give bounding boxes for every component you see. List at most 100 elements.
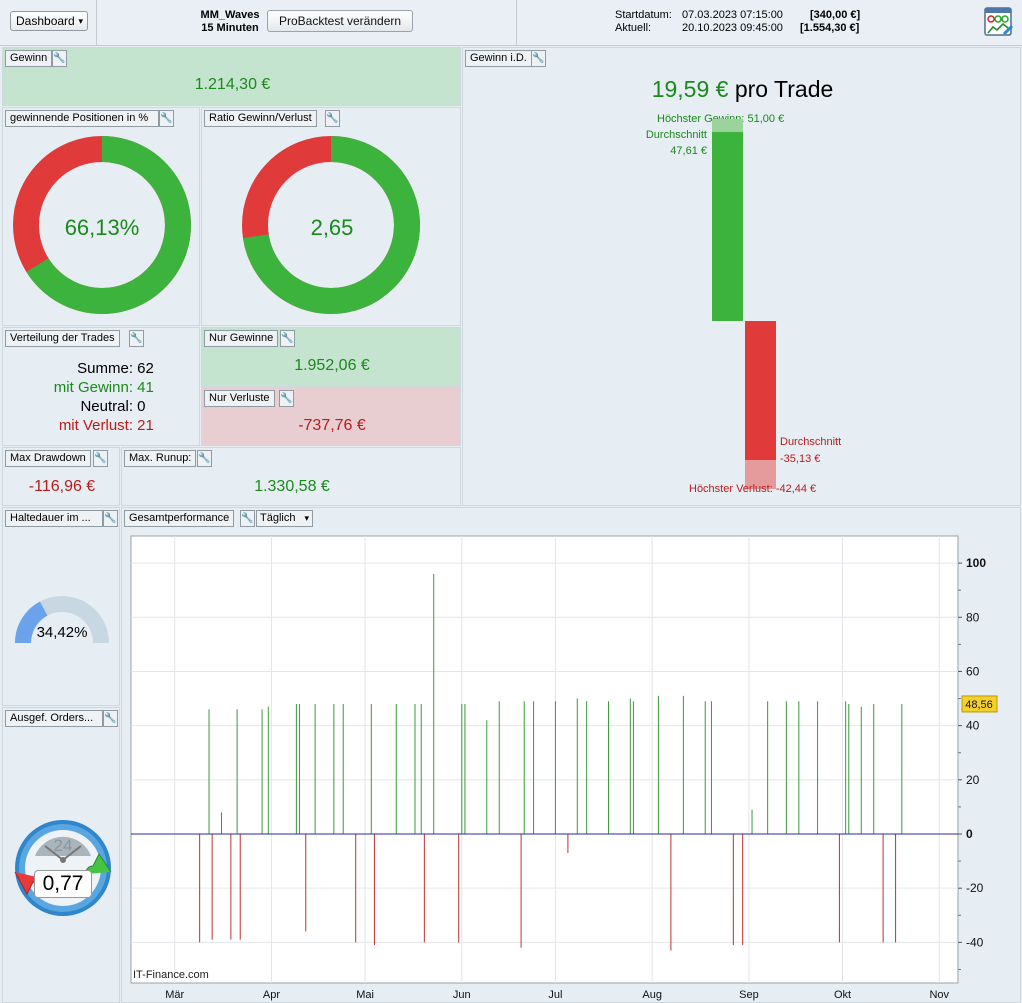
trade-win-label: mit Gewinn:: [53, 379, 133, 396]
wrench-icon[interactable]: 🔧: [93, 450, 108, 467]
x-tick-label: Sep: [739, 989, 759, 1001]
x-tick-label: Aug: [642, 989, 662, 1001]
trade-win-row: mit Gewinn: 41: [3, 379, 201, 396]
avg-trade-value: 19,59 €: [651, 76, 729, 102]
dashboard-dropdown[interactable]: Dashboard ▾: [10, 11, 88, 31]
distribution-panel: Verteilung der Trades 🔧 Summe: 62 mit Ge…: [2, 327, 200, 446]
last-value-badge: [961, 695, 998, 713]
win-percent-panel: gewinnende Positionen in % 🔧 66,13%: [2, 107, 200, 326]
win-percent-donut: [13, 136, 191, 314]
avg-gain-bar: [712, 132, 743, 321]
x-tick-label: Apr: [263, 989, 280, 1001]
only-gains-panel: Nur Gewinne 🔧 1.952,06 €: [201, 327, 461, 387]
y-tick-label: 20: [966, 773, 980, 787]
y-tick-label: 100: [966, 556, 986, 570]
trade-loss-value: 21: [137, 417, 154, 434]
trade-neutral-label: Neutral:: [80, 398, 133, 415]
current-label: Aktuell:: [615, 22, 652, 34]
period-value: Täglich: [260, 512, 296, 524]
trade-neutral-row: Neutral: 0: [3, 398, 201, 415]
avg-loss-value: -35,13 €: [780, 453, 821, 465]
report-icon[interactable]: [984, 7, 1014, 37]
wrench-icon[interactable]: 🔧: [103, 510, 118, 527]
max-gain-bar: [712, 118, 743, 132]
start-label: Startdatum:: [615, 9, 672, 21]
orders-value: 0,77: [34, 870, 92, 898]
x-tick-label: Mär: [165, 989, 184, 1001]
avg-trade-headline: 19,59 € pro Trade: [463, 76, 1022, 103]
distribution-label: Verteilung der Trades: [5, 330, 120, 347]
wrench-icon[interactable]: 🔧: [280, 330, 295, 347]
avg-gain-value: 47,61 €: [670, 145, 707, 157]
y-tick-label: 40: [966, 719, 980, 733]
start-capital: [340,00 €]: [810, 9, 861, 21]
avg-trade-panel: Gewinn i.D. 🔧 19,59 € pro Trade Höchster…: [462, 47, 1021, 506]
period-dropdown[interactable]: Täglich ▾: [256, 510, 313, 527]
holding-value: 34,42%: [36, 624, 88, 641]
x-tick-label: Jun: [453, 989, 471, 1001]
runup-panel: Max. Runup: 🔧 1.330,58 €: [121, 447, 461, 506]
win-percent-label: gewinnende Positionen in %: [5, 110, 159, 127]
holding-gauge: [15, 596, 109, 644]
wrench-icon[interactable]: 🔧: [103, 710, 118, 727]
last-value-label: 48,56: [965, 699, 993, 711]
gain-value: 1.214,30 €: [194, 76, 271, 93]
wrench-icon[interactable]: 🔧: [240, 510, 255, 527]
y-tick-label: 60: [966, 664, 980, 678]
wrench-icon[interactable]: 🔧: [279, 390, 294, 407]
x-tick-label: Nov: [929, 989, 949, 1001]
current-capital: [1.554,30 €]: [800, 22, 860, 34]
y-tick-label: -20: [966, 881, 984, 895]
performance-chart: 100 80 60 40 20 0 -20 -40 Mär Apr Mai Jun Jul Aug Sep…: [130, 535, 998, 1001]
avg-loss-title: Durchschnitt: [780, 436, 842, 448]
trade-neutral-value: 0: [137, 398, 146, 415]
drawdown-value: -116,96 €: [28, 478, 96, 495]
system-name: MM_Waves: [200, 9, 260, 21]
avg-trade-suffix: pro Trade: [734, 76, 834, 102]
gain-panel: Gewinn 🔧 1.214,30 €: [2, 47, 461, 106]
modify-backtest-button[interactable]: ProBacktest verändern: [267, 10, 413, 32]
toolbar: Dashboard ▾ MM_Waves 15 Minuten ProBackt…: [0, 0, 1022, 46]
timeframe: 15 Minuten: [201, 22, 259, 34]
dashboard-label: Dashboard: [16, 14, 75, 28]
trade-win-value: 41: [137, 379, 154, 396]
clock-icon: [14, 820, 112, 916]
chevron-down-icon: ▾: [78, 16, 83, 26]
wrench-icon[interactable]: 🔧: [531, 50, 546, 67]
holding-panel: Haltedauer im ... 🔧 34,42%: [2, 507, 120, 706]
avg-trade-label: Gewinn i.D.: [465, 50, 532, 67]
trade-loss-row: mit Verlust: 21: [3, 417, 201, 434]
wrench-icon[interactable]: 🔧: [52, 50, 67, 67]
toolbar-divider: [96, 0, 97, 46]
x-tick-label: Okt: [834, 989, 851, 1001]
watermark: IT-Finance.com: [133, 969, 209, 981]
y-tick-label: 0: [966, 827, 973, 841]
ratio-value: 2,65: [310, 215, 354, 240]
trade-sum-label: Summe:: [77, 360, 133, 377]
max-loss-label: Höchster Verlust: -42,44 €: [689, 483, 817, 495]
gain-label: Gewinn: [5, 50, 53, 67]
only-losses-value: -737,76 €: [298, 417, 366, 434]
runup-value: 1.330,58 €: [254, 478, 330, 495]
win-percent-value: 66,13%: [64, 215, 140, 240]
runup-label: Max. Runup:: [124, 450, 197, 467]
start-date: 07.03.2023 07:15:00: [682, 9, 783, 21]
ratio-donut: [242, 136, 420, 314]
max-loss-bar: [745, 460, 776, 490]
only-gains-label: Nur Gewinne: [204, 330, 279, 347]
avg-loss-bar: [745, 321, 776, 461]
chevron-down-icon: ▾: [304, 513, 309, 523]
toolbar-divider: [516, 0, 517, 46]
trade-sum-row: Summe: 62: [3, 360, 201, 377]
x-tick-label: Jul: [548, 989, 562, 1001]
only-losses-panel: Nur Verluste 🔧 -737,76 €: [201, 387, 461, 446]
wrench-icon[interactable]: 🔧: [325, 110, 340, 127]
y-tick-label: 80: [966, 610, 980, 624]
wrench-icon[interactable]: 🔧: [129, 330, 144, 347]
wrench-icon[interactable]: 🔧: [159, 110, 174, 127]
orders-panel: Ausgef. Orders... 🔧 24 0,77: [2, 707, 120, 1003]
clock-number: 24: [53, 836, 73, 855]
ratio-panel: Ratio Gewinn/Verlust 🔧 2,65: [201, 107, 461, 326]
drawdown-label: Max Drawdown: [5, 450, 91, 467]
wrench-icon[interactable]: 🔧: [197, 450, 212, 467]
